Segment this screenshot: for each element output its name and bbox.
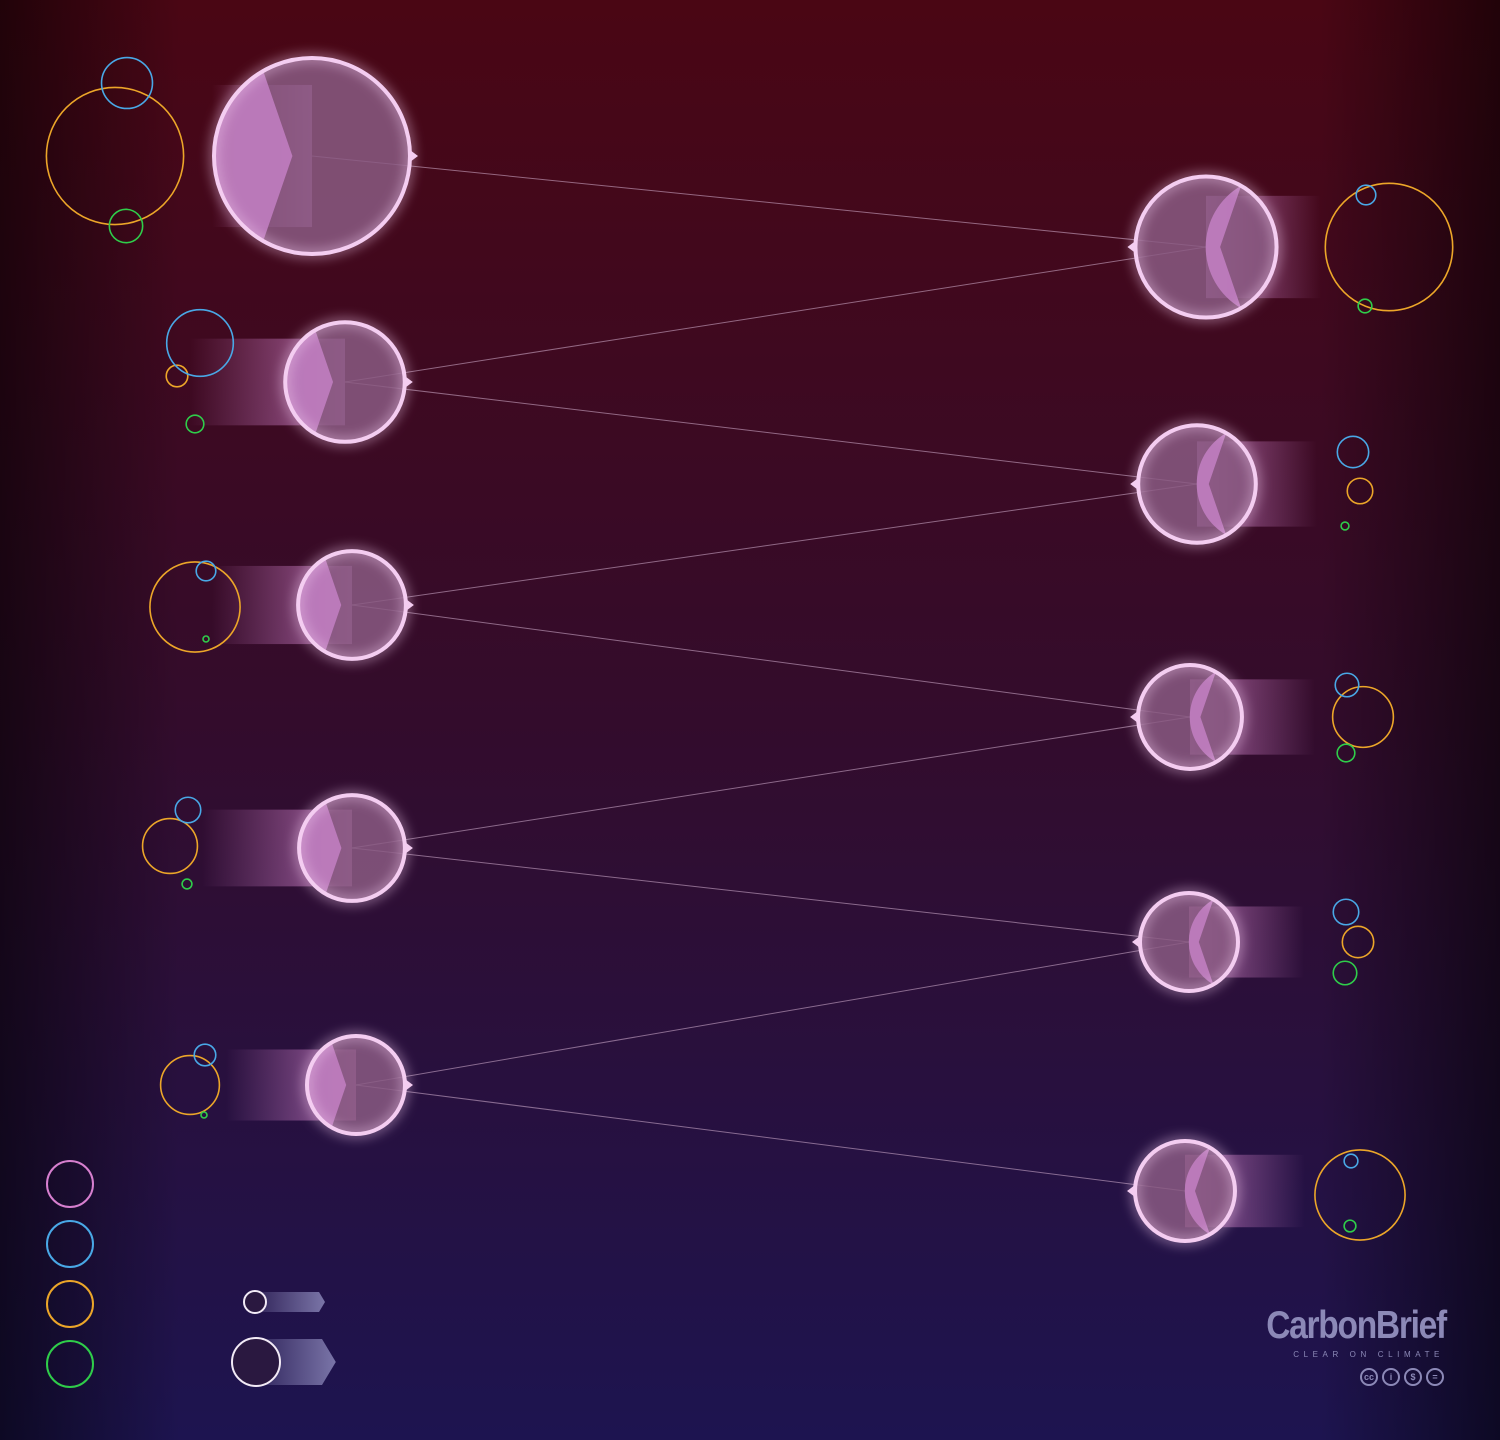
blue-satellite bbox=[100, 56, 154, 110]
node-wedge bbox=[1196, 432, 1227, 536]
blue-satellite bbox=[165, 308, 235, 378]
node-r1 bbox=[1127, 174, 1454, 320]
node-pointer bbox=[405, 599, 414, 611]
attribution-icon: i bbox=[1382, 1368, 1400, 1386]
node-wedge bbox=[298, 558, 342, 652]
node-l2 bbox=[165, 308, 413, 444]
blue-satellite bbox=[174, 796, 202, 824]
legend-pink-circle bbox=[46, 1160, 94, 1208]
noderivatives-icon: = bbox=[1426, 1368, 1444, 1386]
node-l3 bbox=[149, 549, 414, 661]
noncommercial-icon: $ bbox=[1404, 1368, 1422, 1386]
green-satellite bbox=[1357, 298, 1373, 314]
node-pointer bbox=[405, 1079, 413, 1091]
node-pointer bbox=[1130, 711, 1139, 723]
yellow-satellite bbox=[1331, 685, 1395, 749]
node-wedge bbox=[1184, 1147, 1210, 1235]
green-satellite bbox=[1336, 743, 1356, 763]
node-pointer bbox=[404, 842, 413, 854]
cc-license-icon: cc bbox=[1360, 1368, 1378, 1386]
blue-satellite bbox=[1336, 435, 1370, 469]
yellow-satellite bbox=[1341, 925, 1375, 959]
links-layer bbox=[311, 155, 1207, 1192]
link-r4-l5 bbox=[355, 941, 1190, 1086]
green-satellite bbox=[185, 414, 205, 434]
brand-tagline: CLEAR ON CLIMATE bbox=[1293, 1350, 1444, 1359]
link-r1-l2 bbox=[344, 246, 1207, 383]
blue-satellite bbox=[1334, 672, 1360, 698]
legend-small-circle bbox=[243, 1290, 267, 1314]
node-wedge bbox=[1188, 899, 1214, 985]
node-wedge bbox=[1205, 185, 1242, 309]
legend-large-circle bbox=[231, 1337, 281, 1387]
node-wedge bbox=[285, 330, 334, 434]
node-wedge bbox=[299, 802, 342, 894]
blue-satellite bbox=[1343, 1153, 1359, 1169]
legend-green-circle bbox=[46, 1340, 94, 1388]
yellow-satellite bbox=[159, 1054, 221, 1116]
node-wedge bbox=[1189, 671, 1216, 763]
green-satellite bbox=[181, 878, 193, 890]
node-r5 bbox=[1127, 1139, 1406, 1243]
node-pointer bbox=[1127, 1185, 1136, 1197]
node-pointer bbox=[1132, 936, 1140, 948]
node-wedge bbox=[213, 70, 293, 242]
node-pointer bbox=[410, 150, 418, 162]
legend-small-arrow bbox=[255, 1292, 325, 1312]
node-pointer bbox=[1127, 241, 1136, 253]
blue-satellite bbox=[195, 560, 217, 582]
green-satellite bbox=[202, 635, 210, 643]
node-l5 bbox=[159, 1034, 413, 1136]
green-satellite bbox=[200, 1111, 208, 1119]
blue-satellite bbox=[193, 1043, 217, 1067]
link-l5-r5 bbox=[355, 1084, 1186, 1192]
license-badges: cc i $ = bbox=[1360, 1368, 1444, 1386]
yellow-satellite bbox=[1346, 477, 1374, 505]
green-satellite bbox=[1332, 960, 1358, 986]
link-l4-r4 bbox=[351, 847, 1190, 943]
green-satellite bbox=[108, 208, 144, 244]
node-r2 bbox=[1130, 423, 1374, 545]
brand-logo: CarbonBrief CLEAR ON CLIMATE cc i $ = bbox=[1240, 1300, 1480, 1400]
nodes-layer bbox=[45, 56, 1454, 1243]
blue-satellite bbox=[1355, 184, 1377, 206]
node-r3 bbox=[1130, 663, 1395, 771]
legend-blue-circle bbox=[46, 1220, 94, 1268]
yellow-satellite bbox=[1314, 1149, 1406, 1241]
link-l1-r1 bbox=[311, 155, 1207, 248]
link-l2-r2 bbox=[344, 381, 1198, 485]
link-r2-l3 bbox=[351, 483, 1198, 606]
link-r3-l4 bbox=[351, 716, 1191, 849]
link-l3-r3 bbox=[351, 604, 1191, 718]
node-pointer bbox=[1130, 478, 1139, 490]
yellow-satellite bbox=[141, 817, 199, 875]
node-wedge bbox=[306, 1042, 347, 1128]
yellow-satellite bbox=[165, 364, 189, 388]
yellow-satellite bbox=[149, 561, 241, 653]
yellow-satellite bbox=[1324, 182, 1454, 312]
green-satellite bbox=[1343, 1219, 1357, 1233]
yellow-satellite bbox=[45, 86, 185, 226]
legend-yellow-circle bbox=[46, 1280, 94, 1328]
green-satellite bbox=[1340, 521, 1350, 531]
node-l4 bbox=[141, 793, 413, 903]
legend bbox=[46, 1160, 336, 1388]
blue-satellite bbox=[1332, 898, 1360, 926]
node-pointer bbox=[404, 376, 413, 388]
node-l1 bbox=[45, 56, 418, 256]
brand-name: CarbonBrief bbox=[1266, 1304, 1447, 1347]
node-r4 bbox=[1132, 891, 1375, 993]
